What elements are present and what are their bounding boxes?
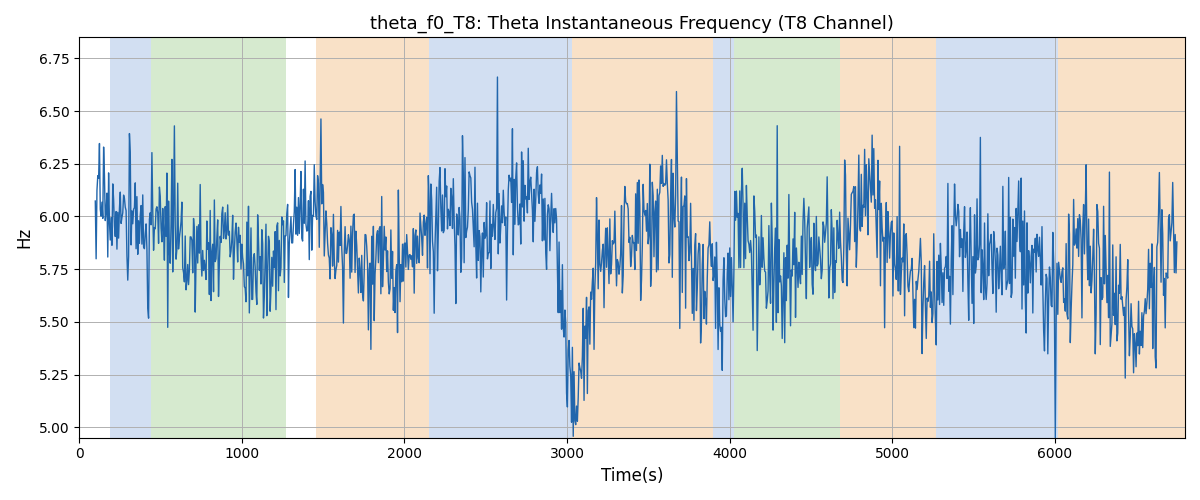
Bar (150, 38, 286, 438)
Bar (713, 38, 734, 438)
Bar (840, 38, 936, 438)
Title: theta_f0_T8: Theta Instantaneous Frequency (T8 Channel): theta_f0_T8: Theta Instantaneous Frequen… (370, 15, 894, 34)
Y-axis label: Hz: Hz (14, 227, 32, 248)
Bar (1058, 38, 1184, 438)
Bar (734, 38, 840, 438)
Bar (936, 38, 1058, 438)
Bar (572, 38, 713, 438)
Bar (110, 38, 150, 438)
Bar (428, 38, 572, 438)
X-axis label: Time(s): Time(s) (601, 467, 664, 485)
Bar (317, 38, 428, 438)
